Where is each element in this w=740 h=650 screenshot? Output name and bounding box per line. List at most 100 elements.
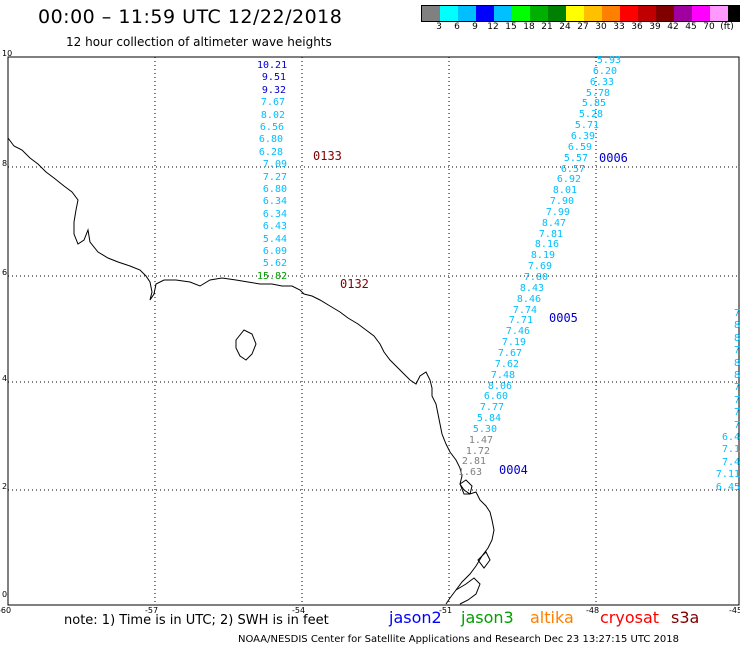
y-tick-label: 2 [2, 482, 8, 491]
swh-value: 5.85 [581, 98, 606, 110]
pass-id-label: 0005 [549, 311, 578, 325]
swh-value: 8.43 [519, 282, 544, 294]
swh-value: 7.81 [538, 228, 563, 240]
swh-value: 6.59 [567, 141, 592, 153]
note-text: note: 1) Time is in UTC; 2) SWH is in fe… [64, 613, 329, 628]
swh-value: 1.63 [457, 467, 482, 479]
legend-label: 21 [541, 22, 553, 32]
swh-value: 7.48 [490, 369, 515, 381]
swh-value: 7.67 [260, 97, 285, 109]
swh-value: 6.39 [570, 130, 595, 142]
page-title: 00:00 – 11:59 UTC 12/22/2018 [38, 6, 343, 28]
swh-value: 7.67 [497, 347, 522, 359]
y-tick-label: 6 [2, 268, 8, 277]
legend-swatch [530, 6, 548, 21]
swh-value: 5.62 [262, 258, 287, 270]
legend-label: 3 [436, 22, 442, 32]
y-tick-label: 10 [2, 49, 13, 58]
swh-value: 9.51 [261, 72, 286, 84]
swh-value: 9.32 [261, 84, 286, 96]
swh-value: 8 [733, 357, 740, 369]
island-small [459, 479, 473, 495]
swh-value: 7.62 [494, 358, 519, 370]
y-tick-label: 8 [2, 159, 8, 168]
satellite-cryosat: cryosat [600, 608, 660, 627]
swh-value: 5.93 [596, 55, 621, 66]
swh-value: 8 [733, 370, 740, 381]
plot-frame [7, 56, 740, 606]
legend-label: (ft) [720, 22, 734, 32]
swh-value: 5.30 [472, 423, 497, 435]
swh-value: 8.19 [530, 250, 555, 262]
legend-swatch [584, 6, 602, 21]
legend-swatch [458, 6, 476, 21]
swh-value: 7.11 [715, 469, 740, 481]
swh-value: 8 [733, 320, 740, 332]
swh-value: 7.90 [549, 196, 574, 208]
swh-value: 5.44 [262, 233, 287, 245]
swh-value: 7.71 [508, 315, 533, 327]
legend-swatch [440, 6, 458, 21]
legend-swatch [638, 6, 656, 21]
legend-swatch [692, 6, 710, 21]
swh-value: 5.28 [578, 109, 603, 121]
swh-value: 7 [733, 308, 740, 319]
swh-value: 6.60 [483, 391, 508, 403]
satellite-jason2: jason2 [389, 608, 442, 627]
x-tick-label: -57 [145, 606, 159, 615]
pass-id-label: 0006 [599, 151, 628, 165]
pass-id-label: 0132 [340, 277, 369, 291]
swh-value: 5.71 [574, 120, 599, 132]
y-tick-label: 0 [2, 590, 8, 599]
satellite-altika: altika [530, 608, 574, 627]
legend-swatch [512, 6, 530, 21]
pass-id-label: 0004 [499, 463, 528, 477]
page-subtitle: 12 hour collection of altimeter wave hei… [66, 35, 332, 49]
swh-value: 7 [733, 407, 740, 419]
swh-value: 6.4 [721, 432, 740, 443]
swh-value: 7.77 [479, 402, 504, 414]
legend-swatch [548, 6, 566, 21]
coastline [7, 137, 495, 605]
legend-swatch [620, 6, 638, 21]
y-tick-label: 4 [2, 374, 8, 383]
swh-value: 1.72 [465, 445, 490, 457]
legend-swatch [710, 6, 728, 21]
legend-swatch [494, 6, 512, 21]
delta-islands [455, 551, 491, 605]
swh-value: 6.43 [262, 221, 287, 233]
legend-swatch [422, 6, 440, 21]
swh-value: 6.56 [259, 122, 284, 133]
x-tick-label: -48 [586, 606, 600, 615]
legend-swatch [476, 6, 494, 21]
legend-swatch [602, 6, 620, 21]
swh-value: 7.80 [523, 272, 548, 283]
legend-label: 9 [472, 22, 478, 32]
satellite-s3a: s3a [671, 608, 700, 627]
swh-value: 7.1 [721, 444, 740, 456]
swh-value: 10.21 [257, 60, 288, 71]
x-tick-label: -45 [729, 606, 740, 615]
swh-value: 6.20 [592, 65, 617, 77]
swh-value: 7 [733, 382, 740, 394]
swh-value: 7 [733, 419, 740, 431]
swh-value: 6.92 [556, 174, 581, 186]
legend-label: 6 [454, 22, 460, 32]
swh-value: 8.01 [552, 185, 577, 197]
swh-value: 7.69 [527, 261, 552, 273]
swh-value: 5.78 [585, 87, 610, 99]
swh-value: 6.45 [715, 481, 740, 493]
legend-swatch [656, 6, 674, 21]
swh-value: 7.09 [262, 159, 287, 171]
swh-value: 8.46 [516, 293, 541, 305]
legend-label: 18 [523, 22, 535, 32]
color-scale-legend [421, 5, 740, 22]
swh-value: 7 [733, 345, 740, 357]
legend-label: 36 [631, 22, 643, 32]
swh-value: 6.34 [262, 208, 287, 220]
swh-value: 6.80 [258, 134, 283, 146]
legend-label: 33 [613, 22, 625, 32]
legend-label: 39 [649, 22, 661, 32]
swh-value: 15.82 [257, 270, 288, 282]
swh-value: 6.34 [262, 196, 287, 208]
